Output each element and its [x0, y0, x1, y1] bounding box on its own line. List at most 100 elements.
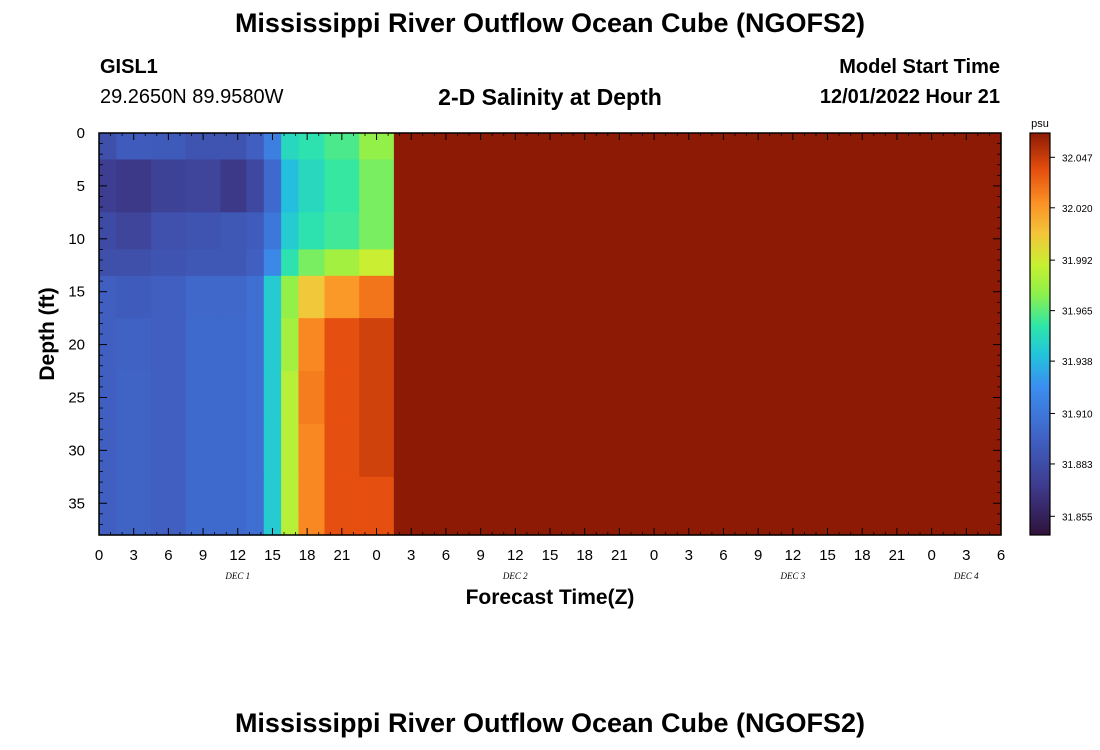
heatmap-cell [983, 476, 1002, 520]
heatmap-cell [220, 249, 248, 277]
heatmap-cell [463, 423, 499, 478]
heatmap-cell [246, 371, 265, 425]
x-tick-label: 6 [719, 547, 727, 564]
chart-title: Mississippi River Outflow Ocean Cube (NG… [234, 8, 866, 38]
heatmap-cell [844, 423, 881, 478]
heatmap-cell [948, 275, 985, 319]
heatmap-cell [393, 249, 430, 277]
heatmap-cell [671, 371, 707, 425]
heatmap-cell [636, 275, 673, 319]
heatmap-cell [532, 318, 568, 372]
heatmap-cell [983, 159, 1002, 213]
heatmap-cell [740, 519, 777, 536]
heatmap-cell [706, 519, 742, 536]
heatmap-cell [602, 275, 638, 319]
heatmap-cell [185, 371, 222, 425]
heatmap-cell [246, 318, 265, 372]
heatmap-cell [99, 318, 117, 372]
heatmap-cell [532, 423, 568, 478]
heatmap-cell [393, 371, 430, 425]
heatmap-cell [844, 275, 881, 319]
heatmap-cell [220, 371, 248, 425]
heatmap-cell [151, 159, 187, 213]
heatmap-cell [810, 371, 846, 425]
heatmap-cell [775, 318, 811, 372]
x-tick-label: 18 [299, 547, 316, 564]
x-tick-label: 6 [442, 547, 450, 564]
heatmap-cell [151, 275, 187, 319]
x-tick-label: 0 [927, 547, 935, 564]
heatmap-cell [636, 519, 673, 536]
heatmap-cell [879, 249, 915, 277]
heatmap-cell [359, 249, 395, 277]
colorbar-tick-label: 32.047 [1062, 153, 1093, 164]
heatmap-cell [532, 249, 568, 277]
x-tick-label: 3 [962, 547, 970, 564]
heatmap-cell [393, 159, 430, 213]
x-axis-label: Forecast Time(Z) [466, 586, 635, 609]
heatmap-cell [706, 159, 742, 213]
heatmap-cell [463, 275, 499, 319]
heatmap-cell [185, 318, 222, 372]
heatmap-cell [497, 212, 534, 250]
heatmap-cell [281, 133, 300, 161]
heatmap-cell [246, 133, 265, 161]
station-coordinates: 29.2650N 89.9580W [100, 86, 284, 108]
heatmap-cell [775, 212, 811, 250]
heatmap-cell [810, 476, 846, 520]
x-tick-label: 0 [372, 547, 380, 564]
heatmap-cell [497, 249, 534, 277]
heatmap-cell [948, 212, 985, 250]
y-axis-label: Depth (ft) [36, 287, 59, 381]
heatmap-cell [740, 318, 777, 372]
heatmap-cell [567, 476, 603, 520]
heatmap-cell [324, 318, 360, 372]
heatmap-cell [281, 212, 300, 250]
heatmap-cell [220, 212, 248, 250]
heatmap-cell [948, 371, 985, 425]
heatmap-cell [879, 423, 915, 478]
heatmap-cell [428, 249, 464, 277]
x-tick-label: 15 [264, 547, 281, 564]
heatmap-cell [671, 249, 707, 277]
x-tick-label: 21 [889, 547, 906, 564]
heatmap-cell [810, 519, 846, 536]
heatmap-cell [602, 249, 638, 277]
heatmap-cell [497, 159, 534, 213]
heatmap-cell [636, 249, 673, 277]
repeated-chart-title: Mississippi River Outflow Ocean Cube (NG… [234, 708, 866, 738]
heatmap-cell [671, 519, 707, 536]
heatmap-cell [359, 275, 395, 319]
heatmap-cell [567, 249, 603, 277]
heatmap-cell [99, 423, 117, 478]
heatmap-cell [428, 476, 464, 520]
heatmap-cell [497, 275, 534, 319]
y-tick-label: 0 [77, 125, 85, 142]
heatmap-cell [324, 159, 360, 213]
heatmap-cell [740, 423, 777, 478]
heatmap-cell [948, 318, 985, 372]
heatmap-cell [359, 423, 395, 478]
heatmap-cell [706, 212, 742, 250]
heatmap-cell [324, 275, 360, 319]
heatmap-cell [263, 318, 282, 372]
x-tick-label: 0 [95, 547, 103, 564]
heatmap-cell [185, 212, 222, 250]
heatmap-cell [810, 423, 846, 478]
colorbar-tick-label: 32.020 [1062, 204, 1093, 215]
heatmap-cell [281, 159, 300, 213]
heatmap-cell [185, 249, 222, 277]
heatmap-cell [185, 423, 222, 478]
heatmap-cell [463, 476, 499, 520]
heatmap-cell [948, 249, 985, 277]
heatmap-cell [567, 318, 603, 372]
x-tick-label: 3 [685, 547, 693, 564]
colorbar-gradient [1029, 132, 1051, 536]
heatmap-cell [151, 371, 187, 425]
heatmap-cell [324, 519, 360, 536]
model-start-label: Model Start Time [839, 56, 1000, 78]
heatmap-cell [636, 212, 673, 250]
heatmap-cell [532, 212, 568, 250]
colorbar-tick-label: 31.910 [1062, 409, 1093, 420]
heatmap-cell [810, 318, 846, 372]
